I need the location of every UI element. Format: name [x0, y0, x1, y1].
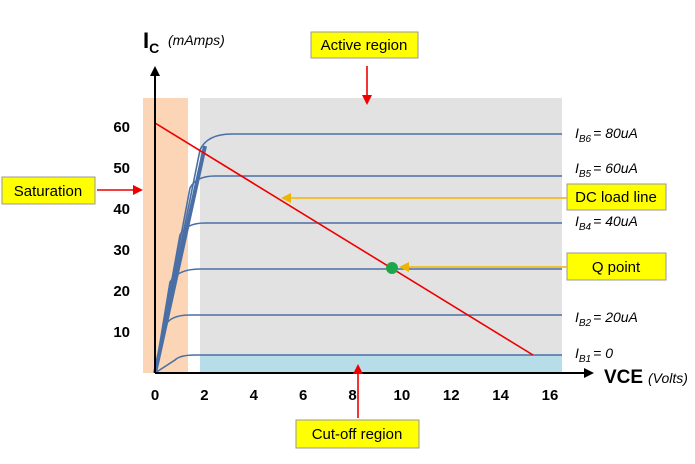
- y-tick-label: 20: [113, 283, 130, 300]
- q-point: [386, 262, 398, 274]
- label-symbol: I: [575, 213, 579, 229]
- y-tick-label: 50: [113, 160, 130, 177]
- y-tick-label: 10: [113, 324, 130, 341]
- callout-box: [310, 31, 419, 59]
- label-subscript: B5: [579, 169, 592, 180]
- x-axis-label: VCE: [604, 367, 643, 388]
- x-tick-label: 6: [299, 387, 307, 404]
- curve-label: IB5 = 60uA: [575, 160, 638, 180]
- label-subscript: B6: [579, 134, 592, 145]
- x-tick-label: 14: [492, 387, 509, 404]
- y-tick-label: 40: [113, 201, 130, 218]
- callout-box: [566, 183, 667, 211]
- label-symbol: I: [575, 160, 579, 176]
- label-subscript: B2: [579, 318, 592, 329]
- load-line: [154, 122, 534, 356]
- callout: DC load line: [575, 189, 657, 206]
- label-symbol: I: [575, 125, 579, 141]
- label-text: = 0: [593, 345, 613, 361]
- callout: Cut-off region: [312, 426, 403, 443]
- x-tick-label: 0: [151, 387, 159, 404]
- label-text: = 80uA: [593, 125, 638, 141]
- callout: Saturation: [14, 183, 82, 200]
- y-axis-unit: (mAmps): [168, 32, 225, 48]
- label-symbol: I: [575, 309, 579, 325]
- x-tick-label: 16: [542, 387, 559, 404]
- curve-label: IB6 = 80uA: [575, 125, 638, 145]
- y-tick-label: 30: [113, 242, 130, 259]
- callout-box: [295, 419, 420, 449]
- callout: Q point: [592, 259, 641, 276]
- curve-label: IB4 = 40uA: [575, 213, 638, 233]
- x-tick-label: 8: [348, 387, 356, 404]
- active-region: [200, 98, 562, 373]
- callout: Active region: [321, 37, 408, 54]
- x-tick-label: 2: [200, 387, 208, 404]
- label-text: = 40uA: [593, 213, 638, 229]
- y-tick-label: 60: [113, 119, 130, 136]
- cutoff-region: [200, 355, 562, 373]
- saturation-line: [153, 145, 207, 374]
- label-subscript: B4: [579, 222, 592, 233]
- curve: [154, 354, 562, 374]
- label-subscript: B1: [579, 354, 591, 365]
- curve-label: IB1 = 0: [575, 345, 613, 365]
- label-text: = 20uA: [593, 309, 638, 325]
- x-axis-unit: (Volts): [648, 370, 688, 386]
- callout-box: [1, 176, 96, 205]
- x-tick-label: 10: [394, 387, 411, 404]
- label-symbol: I: [575, 345, 579, 361]
- y-axis-label: IC: [143, 28, 159, 56]
- curve-label: IB2 = 20uA: [575, 309, 638, 329]
- callout-box: [566, 252, 667, 281]
- label-text: = 60uA: [593, 160, 638, 176]
- curve: [154, 268, 562, 374]
- x-tick-label: 12: [443, 387, 460, 404]
- x-tick-label: 4: [250, 387, 259, 404]
